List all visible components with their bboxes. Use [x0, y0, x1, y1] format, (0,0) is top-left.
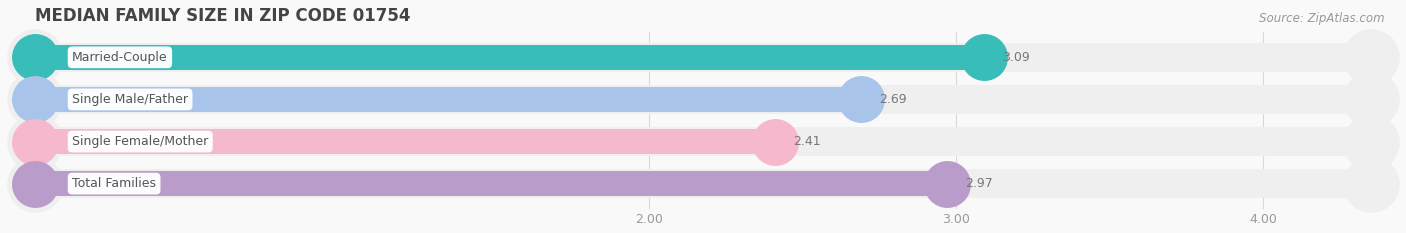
Text: Total Families: Total Families	[72, 177, 156, 190]
Text: Married-Couple: Married-Couple	[72, 51, 167, 64]
Bar	[35, 45, 984, 69]
Text: 3.09: 3.09	[1002, 51, 1031, 64]
Bar	[35, 169, 1371, 198]
Text: Source: ZipAtlas.com: Source: ZipAtlas.com	[1260, 12, 1385, 25]
Text: 2.69: 2.69	[880, 93, 907, 106]
Bar	[35, 171, 948, 196]
Bar	[35, 127, 1371, 156]
Bar	[35, 129, 775, 154]
Bar	[35, 43, 1371, 72]
Bar	[35, 85, 1371, 114]
Text: Single Female/Mother: Single Female/Mother	[72, 135, 208, 148]
Text: MEDIAN FAMILY SIZE IN ZIP CODE 01754: MEDIAN FAMILY SIZE IN ZIP CODE 01754	[35, 7, 411, 25]
Text: 2.41: 2.41	[793, 135, 821, 148]
Text: Single Male/Father: Single Male/Father	[72, 93, 188, 106]
Bar	[35, 87, 860, 112]
Text: 2.97: 2.97	[966, 177, 993, 190]
